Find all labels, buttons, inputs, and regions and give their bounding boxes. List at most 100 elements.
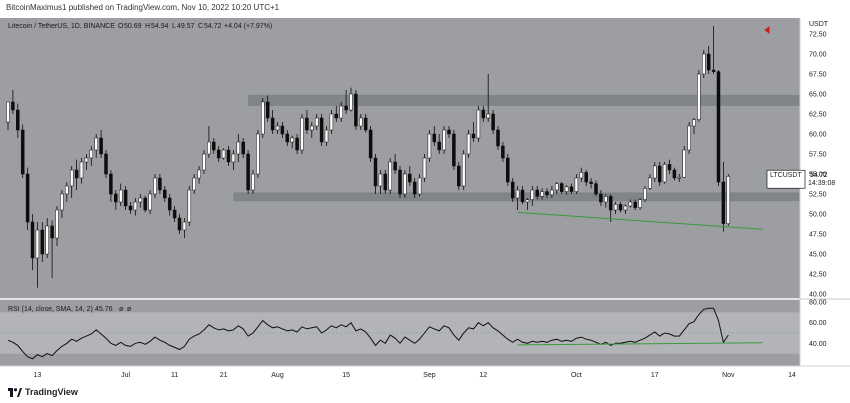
rsi-legend: RSI (14, close, SMA, 14, 2) 45.76 ø ø xyxy=(8,306,132,313)
candle-body xyxy=(148,193,152,211)
rsi-value-3: ø xyxy=(127,306,132,313)
candle-body xyxy=(530,189,535,200)
candle-body xyxy=(648,177,652,189)
candle-body xyxy=(94,137,98,151)
candle-body xyxy=(721,181,726,224)
candle-body xyxy=(692,119,696,127)
candle-body xyxy=(349,93,353,111)
time-axis-tick: Nov xyxy=(722,372,735,379)
candle-body xyxy=(574,177,579,192)
price-axis-tick: 72.50 xyxy=(809,32,827,39)
candle-body xyxy=(20,129,25,175)
price-axis-tick: 47.50 xyxy=(809,232,827,239)
time-axis-tick: 14 xyxy=(788,372,796,379)
candle-body xyxy=(378,173,383,187)
candle-body xyxy=(422,157,427,179)
candle-body xyxy=(535,189,539,197)
candle-body xyxy=(461,153,466,187)
candle-body xyxy=(79,161,84,179)
candle-body xyxy=(525,199,530,203)
candle-body xyxy=(123,189,128,207)
candle-body xyxy=(128,205,133,211)
candle-body xyxy=(711,69,716,72)
legend-low: 49.57 xyxy=(177,23,195,30)
footer: TradingView xyxy=(8,387,78,397)
candle-body xyxy=(368,129,373,159)
price-axis-tick: 67.50 xyxy=(809,72,827,79)
price-axis-tick: 65.00 xyxy=(809,92,827,99)
candle-body xyxy=(187,189,192,223)
candle-body xyxy=(40,229,45,255)
time-axis-tick: Jul xyxy=(121,372,130,379)
candle-body xyxy=(114,193,118,203)
legend-change: +4.04 (+7.97%) xyxy=(224,23,272,30)
candle-body xyxy=(476,109,481,139)
candle-body xyxy=(99,137,103,155)
candle-body xyxy=(65,185,69,195)
candle-body xyxy=(202,153,206,171)
price-tag-countdown: 14:39:08 xyxy=(808,180,835,187)
candle-body xyxy=(613,204,618,211)
candle-body xyxy=(687,125,691,151)
price-axis-tick: 60.00 xyxy=(809,132,827,139)
candle-body xyxy=(726,176,731,224)
candle-body xyxy=(653,165,657,179)
price-tag-box xyxy=(766,169,806,189)
candle-body xyxy=(466,133,471,155)
candle-body xyxy=(310,125,314,131)
candle-body xyxy=(569,186,574,192)
candle-body xyxy=(491,113,495,131)
candle-body xyxy=(618,204,623,211)
candle-body xyxy=(319,117,324,143)
candle-body xyxy=(339,105,343,119)
time-axis-tick: 17 xyxy=(651,372,659,379)
candle-body xyxy=(643,188,647,200)
price-panel[interactable] xyxy=(0,18,800,298)
candle-body xyxy=(329,113,334,131)
candle-body xyxy=(226,149,231,163)
main-legend: Litecoin / TetherUS, 1D, BINANCE O 50.69… xyxy=(8,23,272,30)
candle-body xyxy=(579,172,584,179)
candle-body xyxy=(447,129,451,135)
price-axis-tick: 40.00 xyxy=(809,292,827,299)
candle-body xyxy=(314,117,319,127)
legend-low-label: L xyxy=(172,23,176,30)
time-axis-tick: Oct xyxy=(571,372,582,379)
candle-body xyxy=(212,141,216,151)
candle-body xyxy=(246,153,250,191)
tradingview-logo-icon xyxy=(8,387,22,397)
candle-body xyxy=(550,189,554,196)
candle-body xyxy=(280,125,285,135)
candle-body xyxy=(84,157,89,163)
candle-body xyxy=(452,133,456,167)
time-axis[interactable]: 13 Jul 11 21 Aug 15 Sep 12 Oct 17 Nov 14 xyxy=(34,372,796,379)
candle-body xyxy=(672,169,677,179)
candle-body xyxy=(706,53,711,71)
rsi-axis[interactable]: 80.00 60.00 40.00 xyxy=(809,300,827,348)
candle-body xyxy=(667,164,672,171)
legend-close: 54.72 xyxy=(204,23,222,30)
candle-body xyxy=(192,177,196,191)
rsi-axis-tick: 40.00 xyxy=(809,341,827,348)
time-axis-tick: 11 xyxy=(171,372,178,379)
time-axis-tick: 13 xyxy=(34,372,42,379)
candle-body xyxy=(628,201,633,207)
time-axis-tick: Aug xyxy=(271,372,284,379)
candle-body xyxy=(265,101,270,119)
candle-body xyxy=(324,129,329,143)
price-axis-tick: 70.00 xyxy=(809,52,827,59)
candle-body xyxy=(285,133,290,143)
candle-body xyxy=(172,209,177,219)
candle-body xyxy=(633,201,637,208)
candle-body xyxy=(89,149,94,159)
legend-close-label: C xyxy=(198,23,203,30)
candle-body xyxy=(197,169,201,179)
candle-body xyxy=(584,172,588,183)
candle-body xyxy=(55,209,59,239)
candle-body xyxy=(702,53,706,75)
candle-body xyxy=(383,173,388,191)
candle-body xyxy=(11,101,15,111)
footer-brand: TradingView xyxy=(25,387,78,397)
price-axis[interactable]: 72.50 70.00 67.50 65.00 62.50 60.00 57.50 55.00… xyxy=(809,32,827,299)
